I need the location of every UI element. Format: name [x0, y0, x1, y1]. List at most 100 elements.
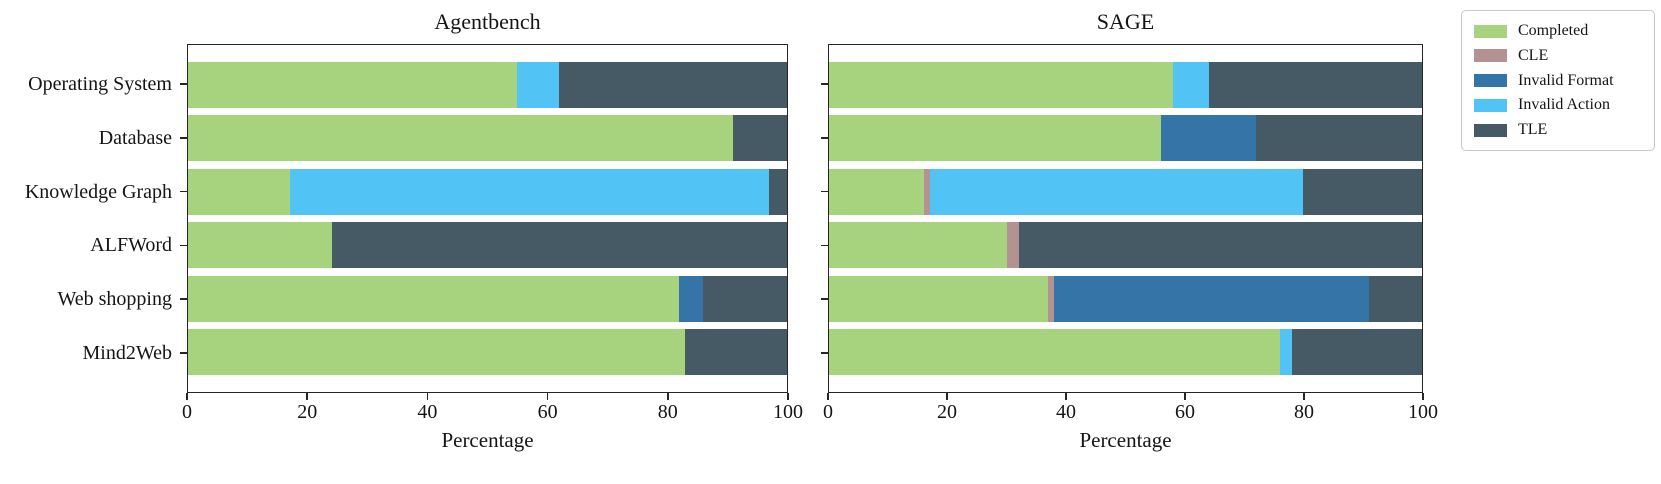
- x-tick-mark: [946, 393, 948, 400]
- y-tick-label: Knowledge Graph: [24, 180, 172, 203]
- bar-row: [188, 62, 787, 108]
- bar-row: [188, 275, 787, 322]
- x-tick-label: 40: [417, 401, 438, 423]
- legend-label: Completed: [1518, 22, 1589, 39]
- bar-segment-tle: [1208, 62, 1422, 108]
- bar-row: [829, 62, 1422, 108]
- bar-segment-tle: [1303, 168, 1422, 215]
- y-tick-mark: [821, 352, 828, 354]
- x-tick-mark: [667, 393, 669, 400]
- x-tick-mark: [1422, 393, 1424, 400]
- bars-sage: [829, 45, 1422, 392]
- bar-segment-invalid-format: [1054, 275, 1369, 322]
- x-tick-label: 80: [657, 401, 678, 423]
- bar-segment-tle: [331, 222, 787, 269]
- y-tick-mark: [821, 298, 828, 300]
- x-axis-agentbench: 0 20 40 60 80 100: [182, 393, 803, 429]
- plot-area-agentbench: [187, 44, 788, 393]
- bar-segment-completed: [188, 168, 290, 215]
- y-tick-mark: [821, 244, 828, 247]
- bar-segment-completed: [188, 62, 518, 108]
- bar-segment-completed: [188, 328, 686, 375]
- x-axis-label-agentbench: Percentage: [441, 428, 534, 452]
- x-tick-mark: [1303, 393, 1305, 400]
- x-tick-label: 100: [1408, 401, 1438, 423]
- bar-segment-completed: [829, 168, 924, 215]
- bar-row: [188, 168, 787, 215]
- legend-swatch-invalid-action: [1474, 98, 1507, 112]
- y-tick-mark: [180, 137, 187, 139]
- x-tick-mark: [787, 393, 789, 400]
- bar-row: [829, 168, 1422, 215]
- y-tick-label: ALFWord: [90, 234, 172, 257]
- bar-segment-tle: [685, 328, 787, 375]
- y-tick-mark: [180, 298, 187, 300]
- chart-title-agentbench: Agentbench: [434, 9, 541, 34]
- x-tick-label: 40: [1056, 401, 1076, 423]
- y-tick-label: Database: [98, 126, 172, 149]
- x-tick-label: 60: [1175, 401, 1195, 423]
- x-tick-mark: [827, 393, 829, 400]
- legend-item-cle: CLE: [1474, 47, 1642, 65]
- bar-row: [829, 275, 1422, 322]
- y-tick-mark: [821, 137, 828, 139]
- bars-agentbench: [188, 45, 787, 392]
- legend-swatch-invalid-format: [1474, 74, 1507, 87]
- bar-row: [829, 222, 1422, 269]
- x-tick-mark: [546, 393, 549, 400]
- legend-item-tle: TLE: [1474, 121, 1642, 139]
- x-tick-mark: [1065, 393, 1067, 400]
- legend-label: TLE: [1518, 121, 1548, 138]
- y-tick-marks-sage: [821, 44, 828, 393]
- x-axis-label-sage: Percentage: [1079, 428, 1172, 452]
- plot-area-sage: [828, 44, 1423, 393]
- bar-segment-completed: [829, 275, 1049, 322]
- bar-segment-tle: [1255, 115, 1422, 162]
- bar-row: [188, 222, 787, 269]
- bar-segment-completed: [188, 222, 332, 269]
- y-tick-label: Operating System: [28, 73, 172, 95]
- y-tick-mark: [180, 352, 187, 354]
- x-axis-sage: 0 20 40 60 80 100: [823, 393, 1438, 429]
- bar-segment-completed: [188, 115, 734, 162]
- x-tick-label: 20: [937, 401, 957, 423]
- legend-swatch-cle: [1474, 49, 1507, 63]
- bar-segment-tle: [1291, 328, 1422, 375]
- y-tick-mark: [180, 244, 187, 247]
- legend-swatch-tle: [1474, 123, 1507, 137]
- legend: Completed CLE Invalid Format Invalid Action…: [1461, 10, 1655, 151]
- x-tick-label: 60: [537, 401, 558, 423]
- bar-row: [829, 115, 1422, 162]
- bar-segment-tle: [559, 62, 787, 108]
- bar-segment-completed: [829, 328, 1280, 375]
- legend-label: Invalid Action: [1518, 96, 1610, 114]
- x-tick-mark: [186, 393, 188, 400]
- y-tick-mark: [821, 83, 828, 85]
- y-tick-marks-agentbench: [180, 44, 187, 393]
- y-tick-mark: [180, 83, 187, 85]
- bar-segment-tle: [769, 168, 787, 215]
- x-tick-label: 100: [773, 401, 803, 423]
- legend-item-completed: Completed: [1474, 22, 1642, 40]
- x-tick-mark: [306, 393, 308, 400]
- y-tick-mark: [821, 190, 828, 193]
- y-tick-label: Mind2Web: [82, 342, 173, 364]
- bar-segment-completed: [829, 115, 1162, 162]
- bar-segment-invalid-action: [1279, 328, 1292, 375]
- bar-segment-completed: [829, 62, 1173, 108]
- x-tick-mark: [1184, 393, 1186, 400]
- bar-segment-completed: [829, 222, 1007, 269]
- bar-segment-invalid-format: [1161, 115, 1256, 162]
- chart-title-sage: SAGE: [1096, 9, 1155, 34]
- x-tick-mark: [426, 393, 429, 400]
- bar-segment-completed: [188, 275, 680, 322]
- bar-segment-invalid-action: [1172, 62, 1209, 108]
- legend-item-invalid-action: Invalid Action: [1474, 96, 1642, 114]
- bar-segment-tle: [703, 275, 787, 322]
- bar-segment-cle: [1006, 222, 1019, 269]
- bar-segment-cle: [1048, 275, 1055, 322]
- bar-segment-invalid-action: [929, 168, 1304, 215]
- y-tick-mark: [180, 190, 187, 193]
- x-tick-label: 20: [297, 401, 318, 423]
